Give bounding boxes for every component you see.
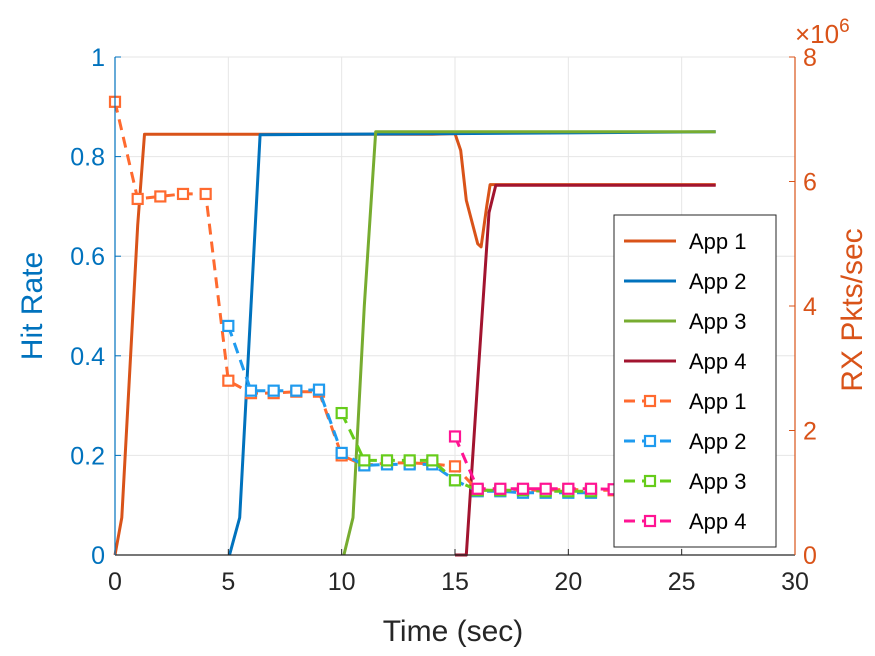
x-tick-label: 15 <box>441 568 469 596</box>
left-tick-label: 1 <box>91 44 105 72</box>
legend-entry: App 1 <box>624 229 747 254</box>
axes <box>114 56 796 556</box>
x-tick-label: 25 <box>668 568 696 596</box>
series-line-app-3-rx <box>342 130 716 556</box>
legend-entry: App 4 <box>624 509 747 534</box>
data-point <box>539 482 552 495</box>
left-tick-label: 0.8 <box>70 144 105 172</box>
data-point <box>222 319 235 333</box>
legend: App 1 App 2 App 3 App 4 App 1 App 2 App 3 App 4 <box>613 214 777 548</box>
legend-marker <box>643 434 657 448</box>
data-point <box>335 446 348 460</box>
data-point <box>584 482 598 495</box>
right-axis-title: RX Pkts/sec <box>836 228 869 391</box>
data-point <box>335 406 348 420</box>
data-point <box>380 454 394 467</box>
right-tick-label: 6 <box>803 169 817 197</box>
legend-label: App 1 <box>689 229 747 254</box>
legend-label: App 3 <box>689 469 747 494</box>
legend-marker <box>643 514 657 528</box>
series-line-app-3-hit-rate <box>340 412 591 493</box>
x-tick-label: 20 <box>554 568 582 596</box>
series-layer <box>108 95 716 557</box>
data-point <box>448 474 462 487</box>
right-axis-exponent-power: 6 <box>839 16 850 37</box>
data-point <box>176 187 190 201</box>
data-point <box>267 384 280 397</box>
legend-marker <box>643 474 657 488</box>
data-point <box>131 192 144 206</box>
data-point <box>154 190 167 203</box>
x-tick-label: 30 <box>781 568 809 596</box>
legend-label: App 4 <box>689 349 747 374</box>
data-point <box>516 482 530 495</box>
legend-label: App 4 <box>689 509 747 534</box>
data-point <box>448 460 462 473</box>
legend-entry: App 4 <box>624 349 747 374</box>
right-axis-exponent: ×106 <box>795 16 850 49</box>
legend-box <box>613 214 777 548</box>
data-point <box>403 454 416 467</box>
left-tick-label: 0.6 <box>70 243 105 271</box>
data-point <box>244 384 258 397</box>
right-tick-label: 4 <box>803 293 817 321</box>
left-tick-label: 0.4 <box>70 343 105 371</box>
data-point <box>562 482 575 495</box>
legend-entry: App 2 <box>624 429 747 454</box>
left-tick-label: 0 <box>91 542 105 570</box>
data-point <box>199 187 212 201</box>
legend-label: App 2 <box>689 269 747 294</box>
legend-entry: App 2 <box>624 269 747 294</box>
x-axis-title: Time (sec) <box>383 615 524 648</box>
legend-label: App 2 <box>689 429 747 454</box>
right-tick-label: 2 <box>803 418 817 446</box>
legend-entry: App 1 <box>624 389 747 414</box>
legend-label: App 3 <box>689 309 747 334</box>
right-tick-label: 0 <box>803 542 817 570</box>
legend-marker <box>643 394 657 408</box>
legend-label: App 1 <box>689 389 747 414</box>
x-tick-label: 5 <box>221 568 235 596</box>
series-line-app-1-rx <box>113 132 716 556</box>
data-point <box>222 374 235 387</box>
legend-entry: App 3 <box>624 309 747 334</box>
data-point <box>426 454 439 467</box>
data-point <box>494 482 507 495</box>
data-point <box>358 454 371 467</box>
data-point <box>290 384 303 397</box>
right-tick-label: 8 <box>803 44 817 72</box>
left-tick-label: 0.2 <box>70 442 105 470</box>
x-tick-label: 10 <box>328 568 356 596</box>
legend-entry: App 3 <box>624 469 747 494</box>
x-tick-label: 0 <box>108 568 122 596</box>
data-point <box>312 383 326 396</box>
right-axis-exponent-base: ×10 <box>795 19 839 49</box>
data-point <box>471 482 484 495</box>
left-axis-title: Hit Rate <box>16 252 49 360</box>
data-point <box>448 430 462 443</box>
